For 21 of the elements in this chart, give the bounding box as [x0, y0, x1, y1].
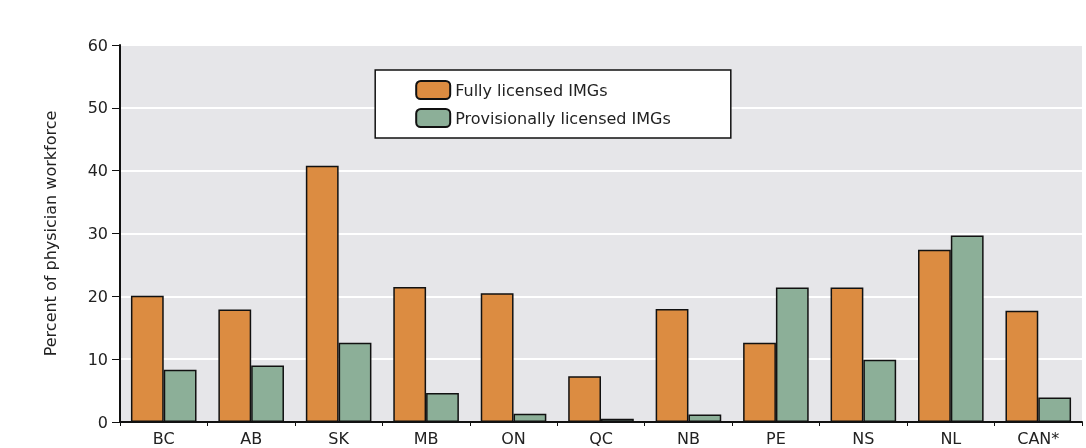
x-tick-label: SK	[328, 428, 350, 448]
x-tick-label: NB	[676, 428, 700, 448]
y-tick-label: 50	[87, 98, 108, 118]
y-tick-label: 0	[97, 412, 108, 432]
x-tick-label: PE	[766, 428, 786, 448]
legend-label: Provisionally licensed IMGs	[455, 108, 671, 128]
x-tick-label: MB	[413, 428, 439, 448]
x-tick-label: QC	[589, 428, 613, 448]
y-tick-label: 30	[87, 224, 108, 243]
legend-label: Fully licensed IMGs	[455, 80, 608, 100]
y-tick-label: 60	[87, 35, 108, 55]
x-tick-label: NL	[940, 428, 962, 448]
y-tick-label: 10	[87, 349, 108, 369]
y-tick-label: 40	[87, 161, 108, 181]
x-tick-label: ON	[501, 428, 526, 448]
x-tick-label: CAN*	[1017, 428, 1060, 448]
x-tick-label: NS	[852, 428, 875, 448]
y-axis-title: Percent of physician workforce	[40, 110, 60, 357]
y-tick-label: 20	[87, 286, 108, 306]
x-tick-label: BC	[152, 428, 175, 448]
x-tick-label: AB	[240, 428, 263, 448]
